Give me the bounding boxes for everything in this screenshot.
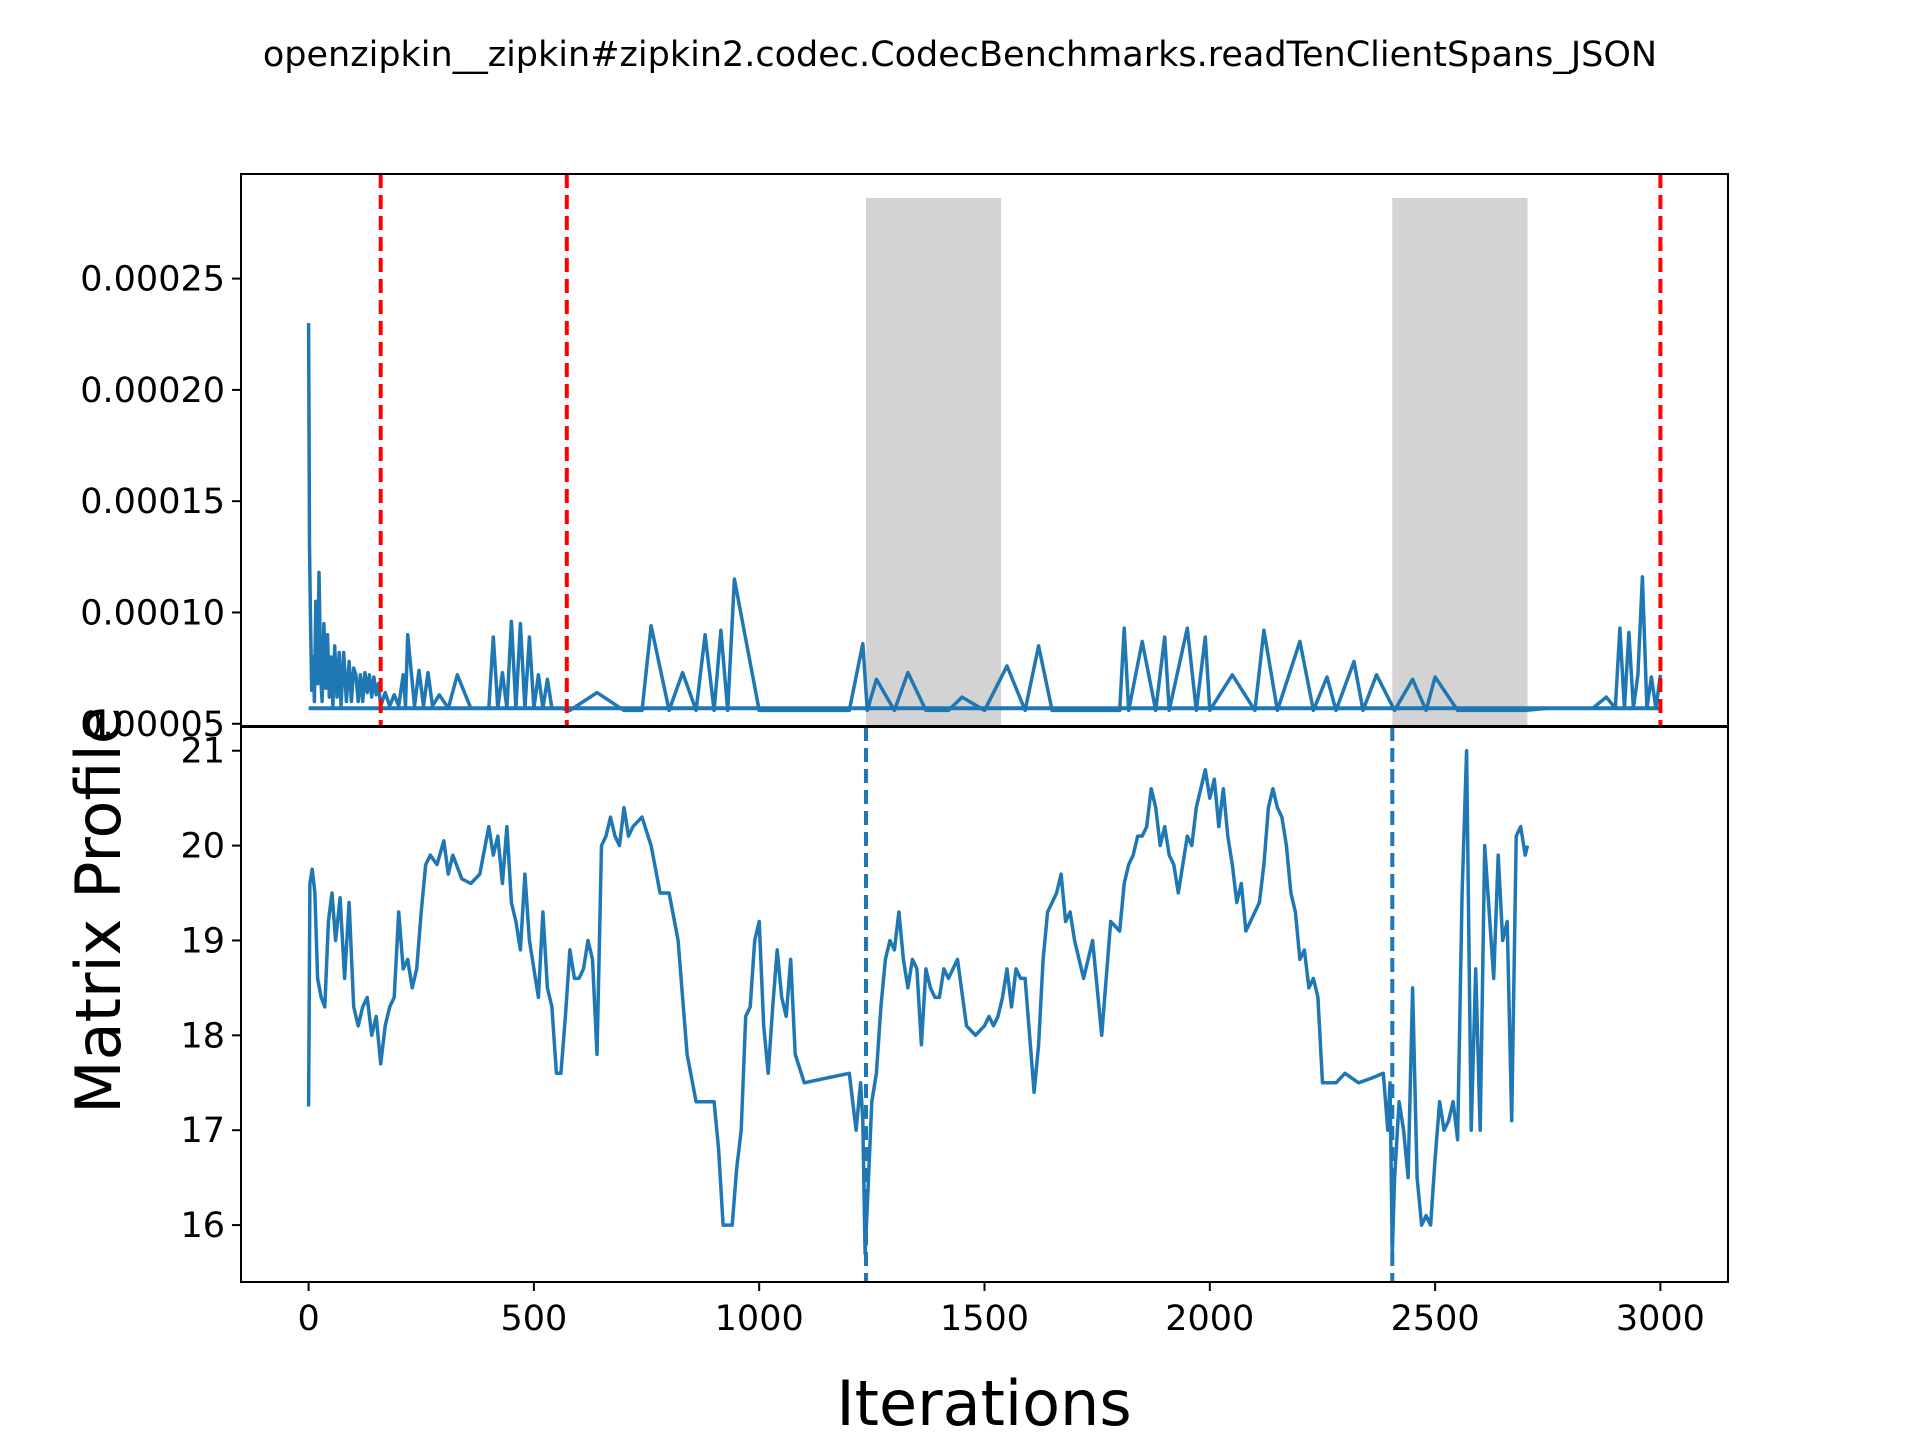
chart-title: openzipkin__zipkin#zipkin2.codec.CodecBe… <box>263 35 1657 75</box>
x-axis: 0 500 1000 1500 2000 2500 3000 <box>297 1282 1705 1339</box>
y-tick-label: 21 <box>180 732 225 772</box>
y-tick-label: 0.00025 <box>80 260 225 300</box>
top-panel: 0.00005 0.00010 0.00015 0.00020 0.00025 <box>80 173 1729 745</box>
x-tick-label: 1000 <box>715 1299 804 1339</box>
x-tick-label: 2500 <box>1391 1299 1480 1339</box>
shaded-region-2 <box>1392 198 1528 726</box>
x-axis-label: Iterations <box>836 1367 1131 1440</box>
top-plot-area <box>306 323 1663 713</box>
top-shaded-regions <box>865 198 1528 726</box>
bottom-plot-area <box>306 748 1530 1256</box>
series-line-1 <box>306 748 1530 1256</box>
y-tick-label: 0.00010 <box>80 593 225 633</box>
bottom-panel: 16 17 18 19 20 21 0 500 1000 1500 2000 2500 3000 <box>180 726 1729 1339</box>
x-tick-label: 1500 <box>940 1299 1029 1339</box>
top-changepoint-lines <box>378 174 1663 726</box>
y-axis-label: Matrix Profile <box>62 706 135 1114</box>
x-tick-label: 500 <box>500 1299 567 1339</box>
bottom-axes-frame <box>240 726 1729 1283</box>
y-tick-label: 18 <box>180 1016 225 1056</box>
x-tick-label: 3000 <box>1616 1299 1705 1339</box>
shaded-region-1 <box>865 198 1002 726</box>
y-tick-label: 0.00015 <box>80 482 225 522</box>
y-tick-label: 19 <box>180 921 225 961</box>
bottom-y-axis: 16 17 18 19 20 21 <box>180 732 241 1246</box>
y-tick-label: 16 <box>180 1206 225 1246</box>
top-y-axis: 0.00005 0.00010 0.00015 0.00020 0.00025 <box>80 260 241 745</box>
y-tick-label: 20 <box>180 827 225 867</box>
y-tick-label: 17 <box>180 1111 225 1151</box>
x-tick-label: 2000 <box>1165 1299 1254 1339</box>
x-tick-label: 0 <box>297 1299 319 1339</box>
y-tick-label: 0.00005 <box>80 705 225 745</box>
bottom-changepoint-lines <box>863 727 1395 1282</box>
y-tick-label: 0.00020 <box>80 371 225 411</box>
series-line-1 <box>306 323 1663 713</box>
